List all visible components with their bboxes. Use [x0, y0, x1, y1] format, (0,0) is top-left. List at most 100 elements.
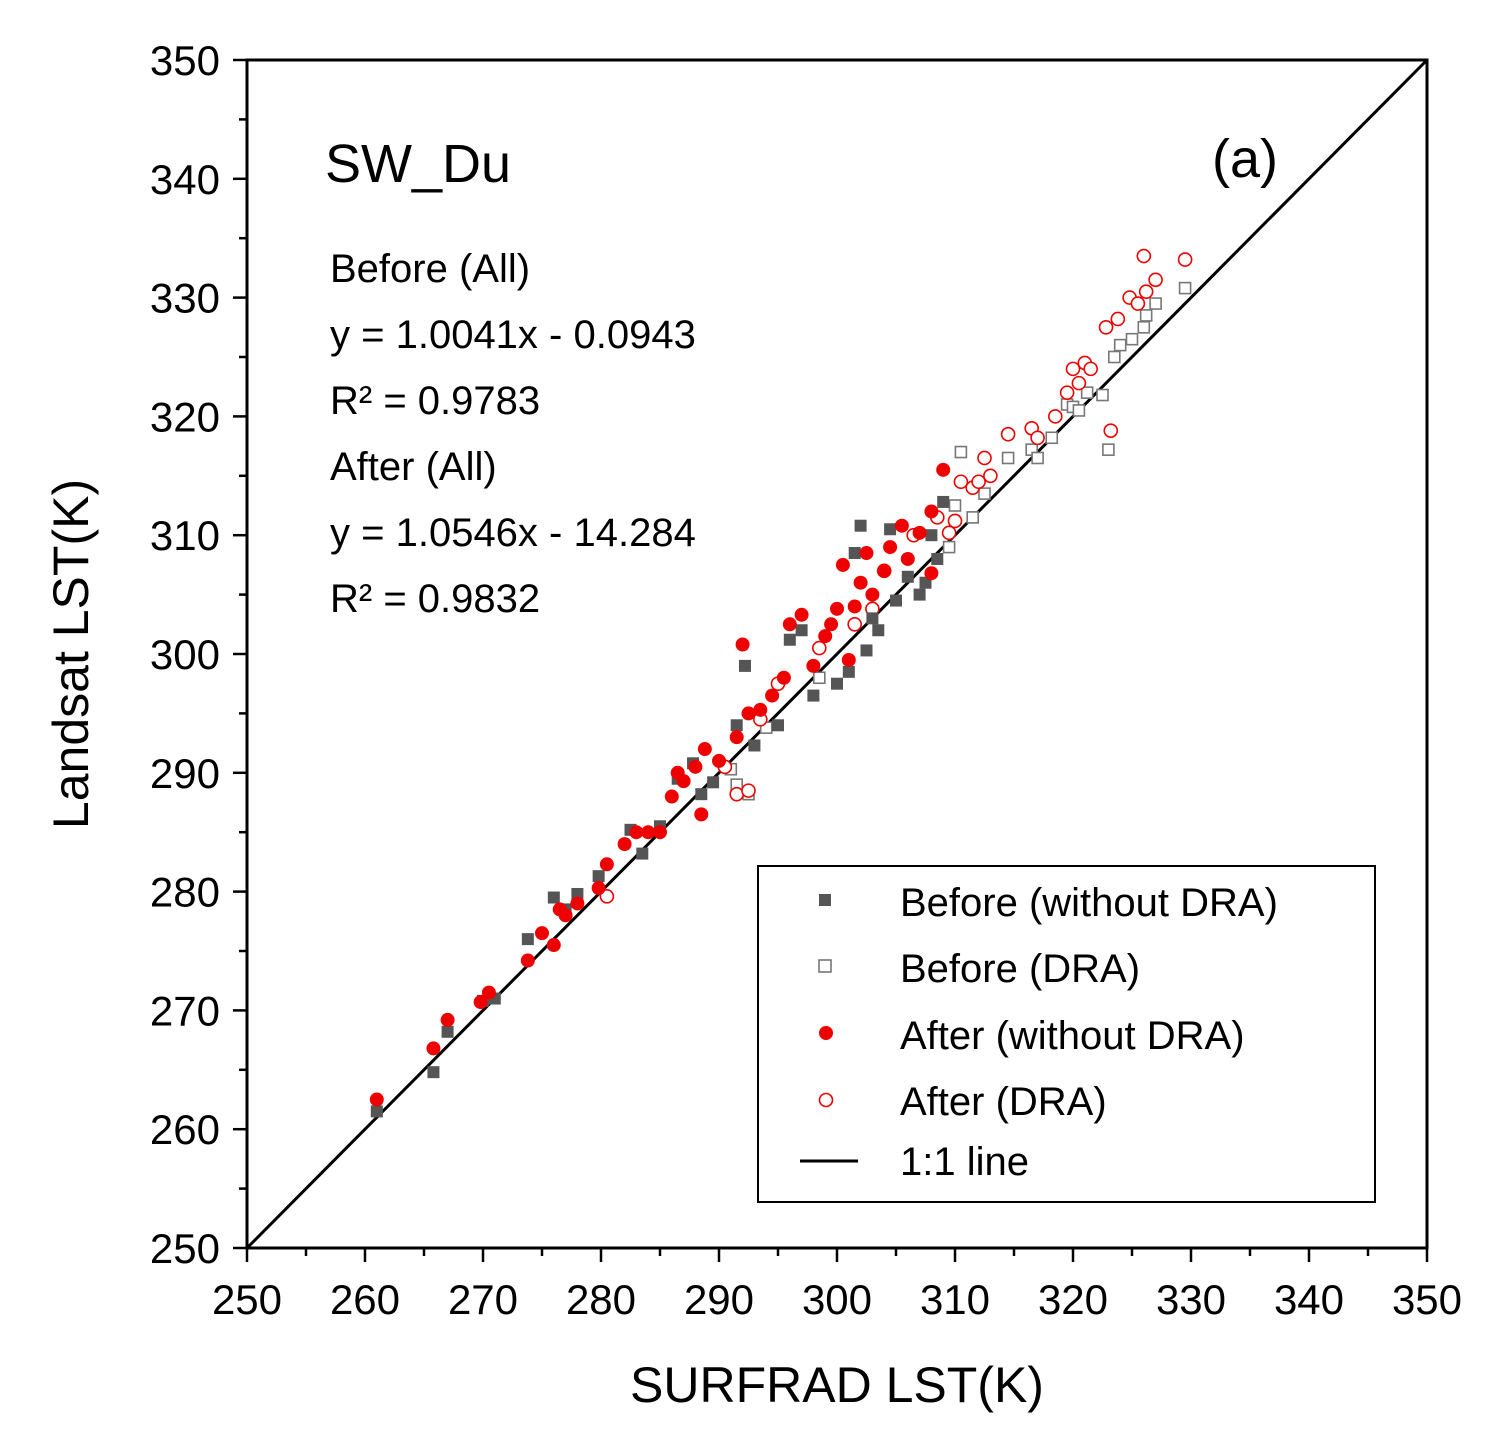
annotation-before-equation: y = 1.0041x - 0.0943 [330, 313, 696, 357]
x-tick-label: 310 [920, 1276, 990, 1323]
point-before-dra [1096, 388, 1109, 402]
point-after [883, 540, 898, 555]
point-after [664, 789, 679, 804]
x-axis-title: SURFRAD LST(K) [630, 1357, 1044, 1413]
point-after-dra [847, 616, 863, 632]
y-tick-label: 340 [150, 156, 220, 203]
annotation-after-equation: y = 1.0546x - 14.284 [330, 511, 696, 555]
point-after [546, 938, 561, 953]
point-after [535, 926, 549, 941]
annotation-after-header: After (All) [330, 445, 497, 489]
point-before [748, 739, 761, 752]
y-tick-label: 330 [150, 275, 220, 322]
point-after-dra [741, 783, 756, 798]
point-before [884, 523, 897, 536]
point-before-dra [1113, 338, 1127, 352]
legend-label-after: After (without DRA) [900, 1014, 1245, 1058]
point-before-dra [1045, 431, 1059, 445]
point-before [937, 495, 950, 508]
data-points [369, 248, 1193, 1118]
point-after [641, 825, 656, 840]
point-before [860, 644, 873, 657]
point-after [818, 629, 833, 644]
axis-ticks: 250 260 270 280 290 300 310 320 330 340 350 250 260 2… [150, 37, 1462, 1323]
point-after [912, 525, 927, 540]
y-axis-title: Landsat LST(K) [43, 479, 99, 829]
point-before-dra [1178, 281, 1192, 295]
point-before-dra [1001, 451, 1015, 465]
point-after-dra [1130, 296, 1146, 311]
point-after-dra [1065, 361, 1081, 377]
point-before-dra [1137, 320, 1151, 334]
x-tick-label: 340 [1274, 1276, 1344, 1323]
point-before-dra [942, 540, 956, 554]
point-before [831, 677, 843, 690]
point-after [847, 599, 862, 614]
point-before [866, 612, 879, 625]
point-after [369, 1092, 384, 1107]
y-tick-label: 280 [150, 869, 220, 916]
y-tick-label: 290 [150, 750, 220, 797]
point-before-dra [1072, 404, 1086, 417]
point-after-dra [1136, 248, 1152, 264]
point-after [900, 551, 915, 566]
point-after [599, 857, 614, 872]
point-before [427, 1066, 440, 1079]
point-after [697, 742, 712, 757]
point-after-dra [729, 786, 745, 802]
y-tick-label: 310 [150, 512, 220, 559]
point-before [370, 1105, 383, 1118]
y-tick-label: 260 [150, 1106, 220, 1153]
point-before-dra [1102, 443, 1115, 456]
point-after [794, 607, 809, 622]
point-after-dra [983, 468, 998, 484]
point-before-dra [1080, 386, 1094, 399]
point-before [854, 519, 867, 532]
point-before-dra [966, 511, 980, 524]
point-after [729, 730, 744, 745]
legend-marker-after-dra [818, 1092, 834, 1108]
x-tick-label: 320 [1038, 1276, 1108, 1323]
legend-marker-before-dra [818, 959, 832, 973]
point-after [591, 881, 606, 896]
point-before [772, 719, 784, 732]
point-after [894, 518, 909, 533]
x-tick-label: 260 [330, 1276, 400, 1323]
point-after [753, 702, 768, 717]
y-tick-label: 350 [150, 37, 220, 84]
point-before [795, 624, 808, 637]
point-after [865, 587, 880, 602]
plot-frame [245, 58, 1429, 1250]
point-after [741, 706, 756, 721]
point-after-dra [953, 474, 969, 490]
point-after [688, 759, 703, 774]
x-tick-label: 330 [1156, 1276, 1226, 1323]
point-before [807, 689, 820, 702]
point-before [931, 552, 944, 565]
y-tick-label: 250 [150, 1225, 220, 1272]
point-before [695, 788, 708, 801]
point-after [841, 652, 856, 667]
point-after [765, 688, 780, 703]
legend-label-before: Before (without DRA) [900, 881, 1278, 925]
point-before-dra [1149, 297, 1162, 310]
x-tick-label: 350 [1392, 1276, 1462, 1323]
one-to-one-line [245, 58, 1429, 1250]
legend-marker-after [819, 1026, 833, 1040]
x-tick-label: 250 [212, 1276, 282, 1323]
point-after-dra [1177, 252, 1193, 267]
point-after-dra [1138, 284, 1154, 299]
point-before [707, 776, 720, 789]
point-before [890, 594, 902, 607]
point-after-dra [1110, 311, 1126, 327]
point-after-dra [811, 640, 827, 656]
point-after [694, 807, 709, 822]
point-after-dra [1083, 361, 1098, 377]
y-tick-label: 270 [150, 987, 220, 1034]
chart-title: SW_Du [325, 134, 511, 194]
point-after [835, 557, 850, 572]
point-after-dra [1098, 319, 1114, 335]
point-after-dra [1059, 385, 1075, 400]
point-after-dra [1030, 430, 1045, 446]
